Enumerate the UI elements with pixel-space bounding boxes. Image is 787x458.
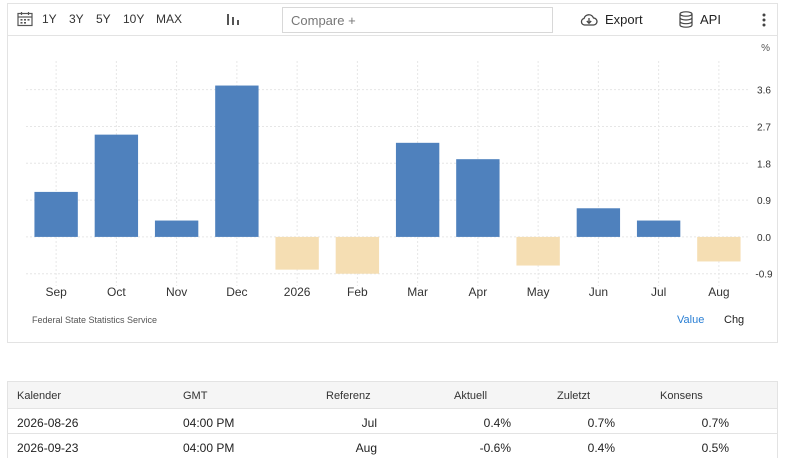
chart-toolbar: 1Y 3Y 5Y 10Y MAX Compare + Export API [7,3,778,35]
y-tick-label: 2.7 [757,122,771,133]
x-tick-label: Mar [407,285,428,299]
compare-input[interactable]: Compare + [282,7,553,33]
bar-chart: % 3.6 2.7 1.8 0.9 0.0 -0.9 Sep Oct Nov Dec 2026 Feb M… [26,43,773,299]
api-button[interactable]: API [700,12,721,27]
y-tick-label: 0.9 [757,196,771,207]
x-tick-label: Jun [589,285,608,299]
chg-view-link[interactable]: Chg [724,314,745,326]
cell-referenz: Jul [361,416,377,430]
y-tick-label: 3.6 [757,86,771,97]
calendar-icon[interactable] [17,11,33,27]
x-tick-label: Nov [166,285,187,299]
cloud-download-icon[interactable] [580,12,598,28]
more-options-icon[interactable] [762,13,766,27]
cell-gmt: 04:00 PM [183,416,235,430]
bar [275,236,319,270]
cell-aktuell: 0.4% [483,416,511,430]
chart-source: Federal State Statistics Service [32,315,158,325]
table-header: Kalender GMT Referenz Aktuell Zuletzt Ko… [8,382,777,409]
x-tick-label: Apr [469,285,488,299]
cell-referenz: Aug [355,441,377,455]
cell-zuletzt: 0.7% [587,416,615,430]
bar [94,134,139,237]
range-1y-button[interactable]: 1Y [42,12,57,26]
x-tick-label: Dec [226,285,247,299]
cell-aktuell: -0.6% [479,441,511,455]
header-aktuell: Aktuell [454,390,488,402]
y-axis-unit: % [761,43,770,54]
bar [215,85,259,237]
bar [456,159,500,237]
cell-date: 2026-09-23 [17,441,79,455]
bar [516,236,560,266]
bar [636,220,681,237]
header-konsens: Konsens [660,390,703,402]
x-tick-label: Jul [651,285,666,299]
x-tick-label: Sep [45,285,67,299]
y-tick-label: -0.9 [755,270,773,281]
x-tick-label: Feb [347,285,368,299]
bar [697,236,741,262]
y-tick-label: 1.8 [757,159,771,170]
cell-zuletzt: 0.4% [587,441,615,455]
header-referenz: Referenz [326,390,371,402]
bar [576,208,621,237]
bar-chart-icon[interactable] [226,11,240,27]
cell-gmt: 04:00 PM [183,441,235,455]
chart-panel: % 3.6 2.7 1.8 0.9 0.0 -0.9 Sep Oct Nov Dec 2026 Feb M… [7,35,778,343]
header-kalender: Kalender [17,390,62,402]
range-max-button[interactable]: MAX [156,12,183,26]
bar [395,142,440,237]
x-tick-label: Oct [107,285,126,299]
cell-konsens: 0.5% [701,441,729,455]
cell-date: 2026-08-26 [17,416,79,430]
cell-konsens: 0.7% [701,416,729,430]
y-tick-label: 0.0 [757,233,771,244]
x-tick-label: May [527,285,550,299]
range-5y-button[interactable]: 5Y [96,12,111,26]
bar [154,220,199,237]
database-icon[interactable] [679,11,693,28]
x-tick-label: Aug [708,285,729,299]
range-3y-button[interactable]: 3Y [69,12,84,26]
header-zuletzt: Zuletzt [557,390,591,402]
table-row: 2026-09-23 04:00 PM Aug -0.6% 0.4% 0.5% [8,434,777,458]
table-row: 2026-08-26 04:00 PM Jul 0.4% 0.7% 0.7% [8,409,777,434]
value-view-link[interactable]: Value [677,314,705,326]
export-button[interactable]: Export [605,12,643,27]
bar [335,236,380,274]
calendar-table: Kalender GMT Referenz Aktuell Zuletzt Ko… [7,381,778,458]
range-10y-button[interactable]: 10Y [123,12,145,26]
header-gmt: GMT [183,390,208,402]
x-tick-label: 2026 [284,285,311,299]
bar [34,191,78,237]
